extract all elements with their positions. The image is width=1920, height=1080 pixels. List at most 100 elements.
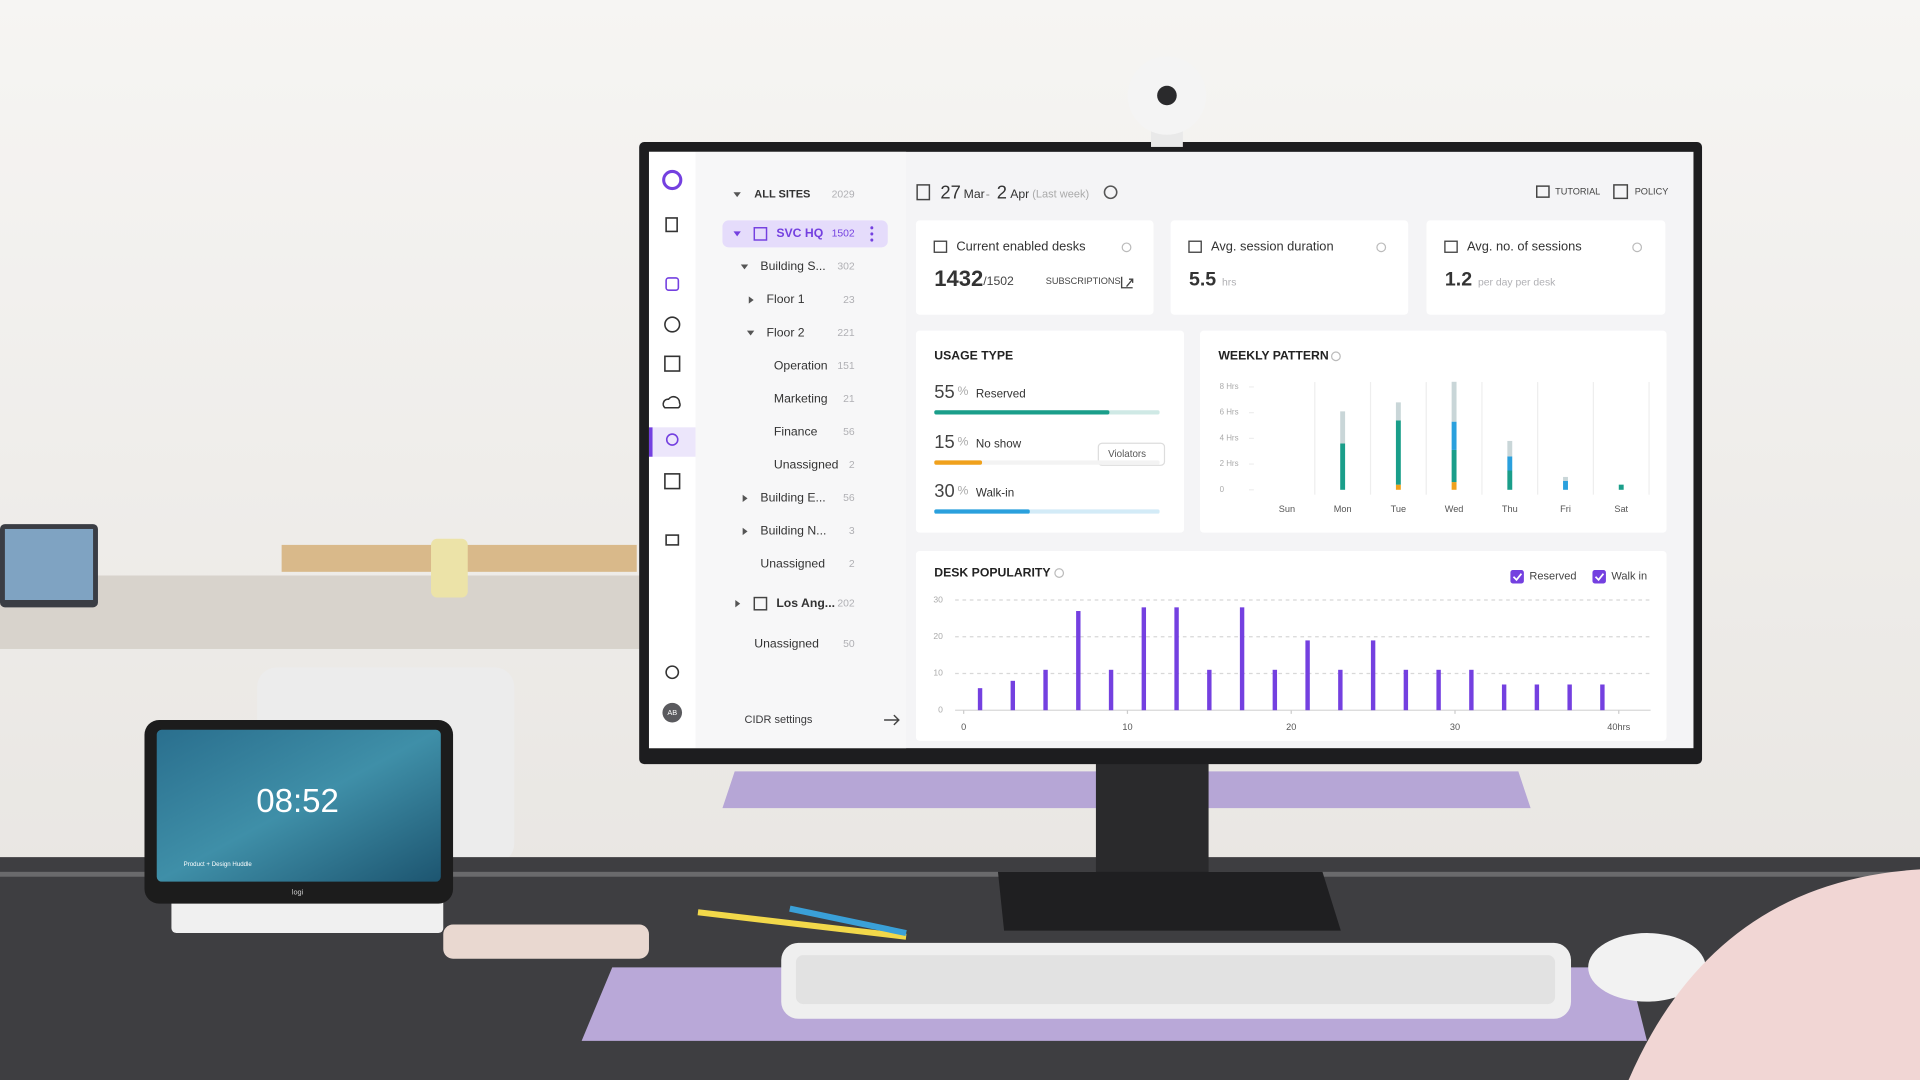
nav-icon[interactable] bbox=[665, 217, 678, 233]
card-value: 5.5 bbox=[1189, 269, 1216, 291]
policy-link[interactable]: POLICY bbox=[1635, 187, 1669, 197]
bar bbox=[1239, 607, 1245, 711]
date-icon[interactable] bbox=[916, 184, 931, 201]
date-start-day: 27 bbox=[940, 181, 960, 202]
building-icon bbox=[753, 596, 768, 611]
tree-arrow[interactable] bbox=[733, 192, 741, 198]
tree-count: 56 bbox=[843, 427, 855, 438]
y-tick-label: 2 Hrs bbox=[1220, 459, 1239, 468]
tree-label[interactable]: Building E... bbox=[760, 491, 825, 505]
bar-segment bbox=[1507, 456, 1513, 471]
phone bbox=[443, 924, 649, 959]
bar-segment bbox=[1507, 470, 1513, 490]
card bbox=[1170, 220, 1409, 315]
bar bbox=[1272, 669, 1278, 711]
tree-label[interactable]: Building S... bbox=[760, 259, 825, 273]
info-icon bbox=[1054, 568, 1065, 578]
bar bbox=[1600, 684, 1605, 711]
date-note: (Last week) bbox=[1032, 189, 1089, 201]
tree-label[interactable]: SVC HQ bbox=[776, 226, 823, 240]
avatar-initials: AB bbox=[667, 708, 677, 717]
nav-icon[interactable] bbox=[665, 534, 680, 546]
tree-label[interactable]: Floor 1 bbox=[767, 292, 805, 306]
tree-arrow[interactable] bbox=[733, 231, 741, 237]
tree-label[interactable]: Marketing bbox=[774, 391, 828, 405]
laptop-screen bbox=[4, 528, 94, 600]
cidr-arrow[interactable] bbox=[884, 714, 900, 726]
bar bbox=[1501, 684, 1507, 711]
y-tick-label: 20 bbox=[933, 631, 943, 641]
card-unit: per day per desk bbox=[1478, 278, 1556, 289]
tree-panel bbox=[695, 151, 907, 749]
settings-icon[interactable] bbox=[1103, 185, 1118, 200]
tree-label[interactable]: Unassigned bbox=[760, 557, 825, 571]
bar-segment bbox=[1563, 480, 1568, 490]
x-tick-label: Mon bbox=[1334, 504, 1352, 514]
tree-arrow[interactable] bbox=[735, 600, 741, 608]
usage-unit: % bbox=[958, 384, 969, 398]
tree-label[interactable]: Operation bbox=[774, 358, 828, 372]
tree-count: 21 bbox=[843, 394, 855, 405]
x-tick-label: 30 bbox=[1450, 722, 1460, 732]
bar bbox=[1108, 669, 1114, 711]
filter-label[interactable]: Walk in bbox=[1611, 571, 1647, 583]
bar-segment bbox=[1451, 421, 1457, 450]
cidr-link[interactable]: CIDR settings bbox=[744, 714, 812, 726]
tree-label[interactable]: Building N... bbox=[760, 524, 826, 538]
bar-segment bbox=[1395, 402, 1401, 421]
y-tick-label: 6 Hrs bbox=[1220, 408, 1239, 417]
tutorial-link[interactable]: TUTORIAL bbox=[1555, 187, 1600, 197]
date-end-day: 2 bbox=[997, 181, 1007, 202]
violators-label[interactable]: Violators bbox=[1108, 449, 1146, 460]
checkbox[interactable] bbox=[1592, 570, 1606, 584]
nav-icon[interactable] bbox=[664, 355, 681, 372]
nav-icon[interactable] bbox=[665, 433, 679, 446]
filter-label[interactable]: Reserved bbox=[1529, 571, 1576, 583]
y-tick-label: 10 bbox=[933, 668, 943, 678]
violators-button[interactable] bbox=[1097, 442, 1166, 466]
tablet-screen bbox=[156, 729, 441, 882]
nav-icon[interactable] bbox=[665, 665, 680, 680]
info-icon bbox=[1632, 242, 1643, 253]
bar bbox=[1534, 684, 1540, 711]
bar bbox=[1370, 640, 1376, 711]
tree-count: 2 bbox=[849, 559, 855, 570]
tree-arrow[interactable] bbox=[740, 264, 749, 270]
logo[interactable] bbox=[662, 169, 683, 191]
date-end-month: Apr bbox=[1010, 187, 1029, 201]
y-tick-label: 8 Hrs bbox=[1220, 382, 1239, 391]
nav-icon[interactable] bbox=[664, 473, 681, 490]
tree-arrow[interactable] bbox=[742, 494, 748, 503]
nav-icon[interactable] bbox=[665, 277, 680, 291]
tutorial-icon[interactable] bbox=[1536, 185, 1550, 198]
tree-arrow[interactable] bbox=[748, 296, 754, 304]
tree-label[interactable]: ALL SITES bbox=[754, 189, 810, 201]
policy-icon[interactable] bbox=[1613, 184, 1629, 200]
avatar[interactable] bbox=[662, 702, 683, 723]
external-icon[interactable] bbox=[1120, 276, 1134, 289]
nav-icon[interactable] bbox=[662, 395, 681, 409]
bar-segment bbox=[1340, 443, 1346, 490]
tree-label[interactable]: Unassigned bbox=[774, 458, 839, 472]
checkmark bbox=[1512, 573, 1523, 582]
x-tick-label: 0 bbox=[961, 722, 966, 732]
tree-count: 2 bbox=[849, 460, 855, 471]
bar bbox=[1403, 669, 1409, 711]
monitor-base bbox=[997, 871, 1341, 931]
tree-label[interactable]: Unassigned bbox=[754, 636, 819, 650]
bar-segment bbox=[1451, 482, 1457, 490]
tree-arrow[interactable] bbox=[742, 527, 748, 536]
bar bbox=[1076, 611, 1081, 711]
tree-label[interactable]: Los Ang... bbox=[776, 596, 835, 610]
tree-label[interactable]: Floor 2 bbox=[767, 325, 805, 339]
card-link[interactable]: SUBSCRIPTIONS bbox=[1046, 276, 1121, 286]
nav-icons bbox=[662, 217, 681, 680]
tablet-meeting: Product + Design Huddle bbox=[184, 861, 253, 868]
tree-label[interactable]: Finance bbox=[774, 424, 818, 438]
tree-arrow[interactable] bbox=[746, 330, 755, 336]
checkbox[interactable] bbox=[1510, 570, 1524, 584]
card-title: Current enabled desks bbox=[956, 239, 1085, 254]
card-title: Avg. session duration bbox=[1211, 239, 1334, 254]
tree-count: 221 bbox=[837, 328, 855, 339]
nav-icon[interactable] bbox=[664, 316, 681, 333]
